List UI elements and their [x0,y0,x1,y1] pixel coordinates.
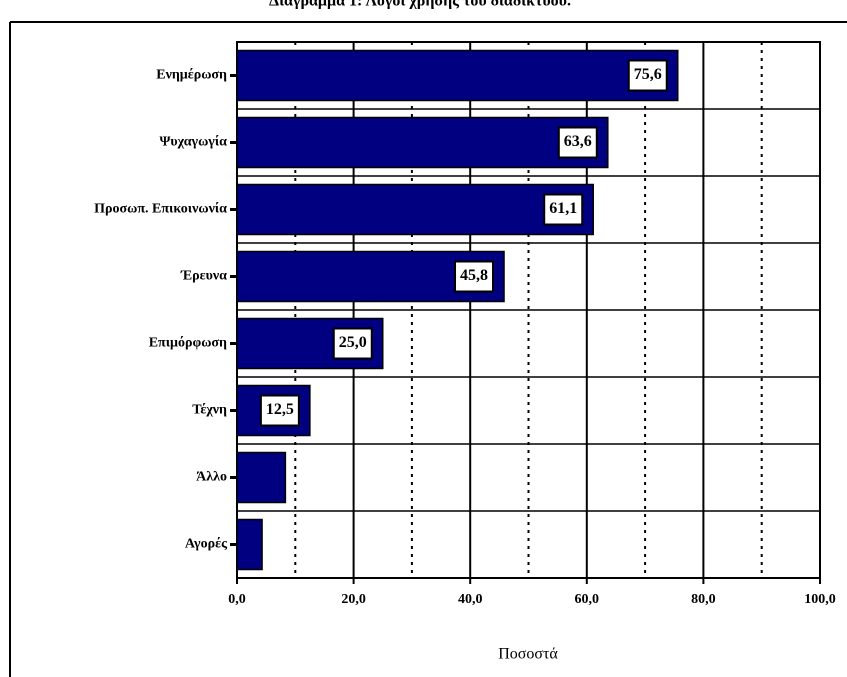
x-tick-label: 0,0 [228,592,246,607]
x-tick-label: 100,0 [804,592,836,607]
value-label: 63,6 [564,133,592,150]
bar [236,518,263,571]
chart-title: Διάγραμμα 1: Λόγοι χρήσης του διαδικτύου… [269,0,571,10]
bar [236,451,287,504]
value-label: 45,8 [460,267,488,284]
value-label: 25,0 [339,334,367,351]
value-label-box [543,193,584,226]
y-tick-label: Αγορές [185,537,228,552]
y-tick-label: Επιμόρφωση [149,336,227,351]
value-label: 61,1 [549,200,577,217]
value-label-box [332,327,373,360]
y-tick-label: Ψυχαγωγία [159,135,227,150]
x-axis-label: Ποσοστά [498,646,558,663]
y-tick-label: Τέχνη [192,403,227,418]
x-tick-label: 20,0 [341,592,366,607]
value-label-box [627,59,668,92]
value-label-box [454,260,495,293]
x-tick-label: 80,0 [691,592,716,607]
value-label-box [557,126,598,159]
y-tick-label: Ενημέρωση [156,68,227,83]
y-tick-label: Έρευνα [180,269,227,284]
bar [236,183,594,236]
bar [236,49,679,102]
value-label-box [259,394,300,427]
x-tick-label: 60,0 [575,592,600,607]
value-label: 12,5 [266,401,294,418]
y-tick-label: Προσωπ. Επικοινωνία [94,202,227,217]
bar [236,116,609,169]
value-label: 75,6 [634,66,662,83]
y-tick-label: Άλλο [196,470,227,485]
x-tick-label: 40,0 [458,592,483,607]
